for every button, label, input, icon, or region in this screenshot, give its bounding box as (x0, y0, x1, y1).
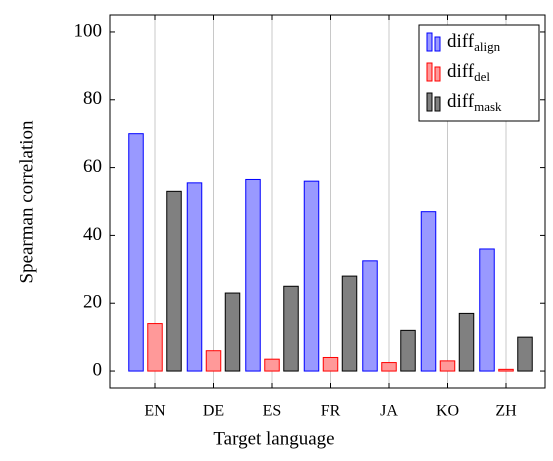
legend-label: diffdel (447, 61, 490, 84)
x-axis-label: Target language (213, 428, 334, 449)
legend-label: diffmask (447, 91, 502, 114)
bar (341, 275, 358, 372)
x-tick-label: JA (380, 403, 398, 420)
x-tick-label: EN (144, 403, 166, 420)
bar (479, 248, 495, 372)
legend-sub: align (474, 39, 500, 54)
bar (303, 180, 320, 372)
bar (186, 182, 203, 372)
bar (147, 323, 163, 372)
legend-swatch (426, 32, 433, 52)
y-tick-label: 60 (83, 156, 102, 177)
bar (166, 190, 182, 372)
bar (224, 292, 241, 372)
bar (205, 350, 222, 372)
x-tick-label: DE (203, 403, 224, 420)
y-axis-label: Spearman correlation (16, 120, 37, 284)
legend-sub: del (474, 69, 490, 84)
x-tick-label: KO (436, 403, 459, 420)
y-tick-label: 20 (83, 292, 102, 313)
x-tick-label: ZH (495, 403, 517, 420)
y-tick-label: 80 (83, 88, 102, 109)
bar (128, 133, 144, 372)
y-tick-label: 0 (93, 359, 103, 380)
y-tick-label: 40 (83, 224, 102, 245)
legend-swatch (434, 66, 441, 82)
legend-name: diff (447, 61, 475, 82)
axes-frame (109, 14, 546, 389)
bar (381, 362, 397, 372)
bar (498, 368, 514, 372)
bar (517, 336, 533, 372)
bar (362, 260, 378, 372)
legend-sub: mask (474, 99, 502, 114)
x-tick-label: ES (263, 403, 282, 420)
x-tick-label: FR (321, 403, 341, 420)
bar (420, 211, 437, 372)
bar (458, 312, 475, 372)
legend-swatch (434, 96, 441, 112)
bar (283, 285, 299, 372)
bar (264, 358, 280, 372)
legend-name: diff (447, 91, 475, 112)
legend-swatch (434, 36, 441, 52)
legend-swatch (426, 62, 433, 82)
bar (400, 329, 416, 372)
legend-label: diffalign (447, 31, 501, 54)
legend-swatch (426, 92, 433, 112)
bar (322, 356, 339, 372)
bar (245, 178, 261, 372)
y-tick-label: 100 (74, 20, 103, 41)
legend-name: diff (447, 31, 475, 52)
bar (439, 360, 456, 372)
